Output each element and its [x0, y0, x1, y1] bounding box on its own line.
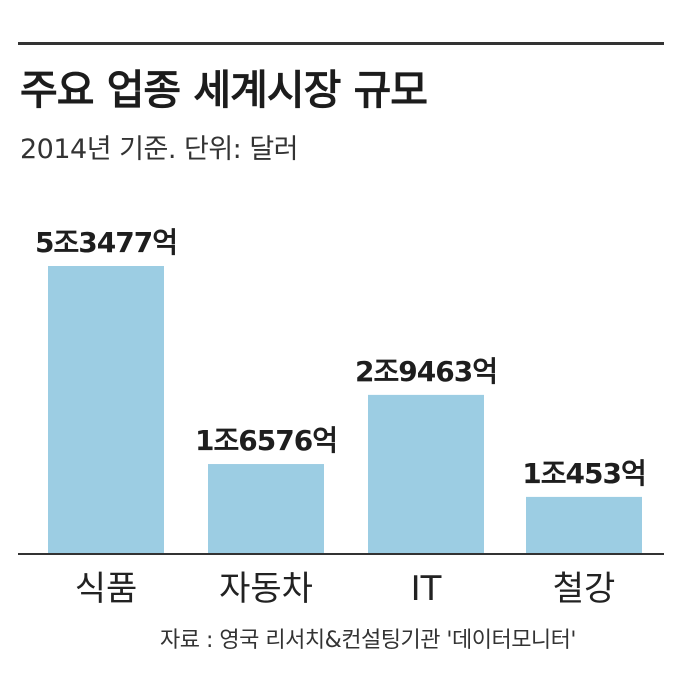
bar-value-label-1: 1조6576억 — [195, 424, 337, 457]
bar-value-label-3: 1조453억 — [522, 457, 645, 490]
bar-0 — [48, 266, 164, 553]
bars-group — [48, 266, 642, 553]
chart-subtitle: 2014년 기준. 단위: 달러 — [20, 134, 299, 165]
bar-labels-group: 5조3477억 1조6576억 2조9463억 1조453억 — [35, 226, 647, 490]
bar-2 — [368, 394, 484, 553]
chart-title: 주요 업종 세계시장 규모 — [20, 66, 428, 114]
category-label-1: 자동차 — [219, 569, 313, 609]
bar-value-label-2: 2조9463억 — [355, 355, 497, 388]
top-rule — [18, 42, 664, 45]
bar-1 — [208, 464, 324, 553]
category-label-0: 식품 — [75, 569, 138, 609]
category-label-3: 철강 — [553, 569, 616, 609]
bar-value-label-0: 5조3477억 — [35, 226, 177, 259]
source-note: 자료 : 영국 리서치&컨설팅기관 '데이터모니터' — [160, 628, 576, 653]
category-labels-group: 식품 자동차 IT 철강 — [75, 569, 616, 609]
category-label-2: IT — [411, 569, 442, 609]
bar-3 — [526, 496, 642, 553]
